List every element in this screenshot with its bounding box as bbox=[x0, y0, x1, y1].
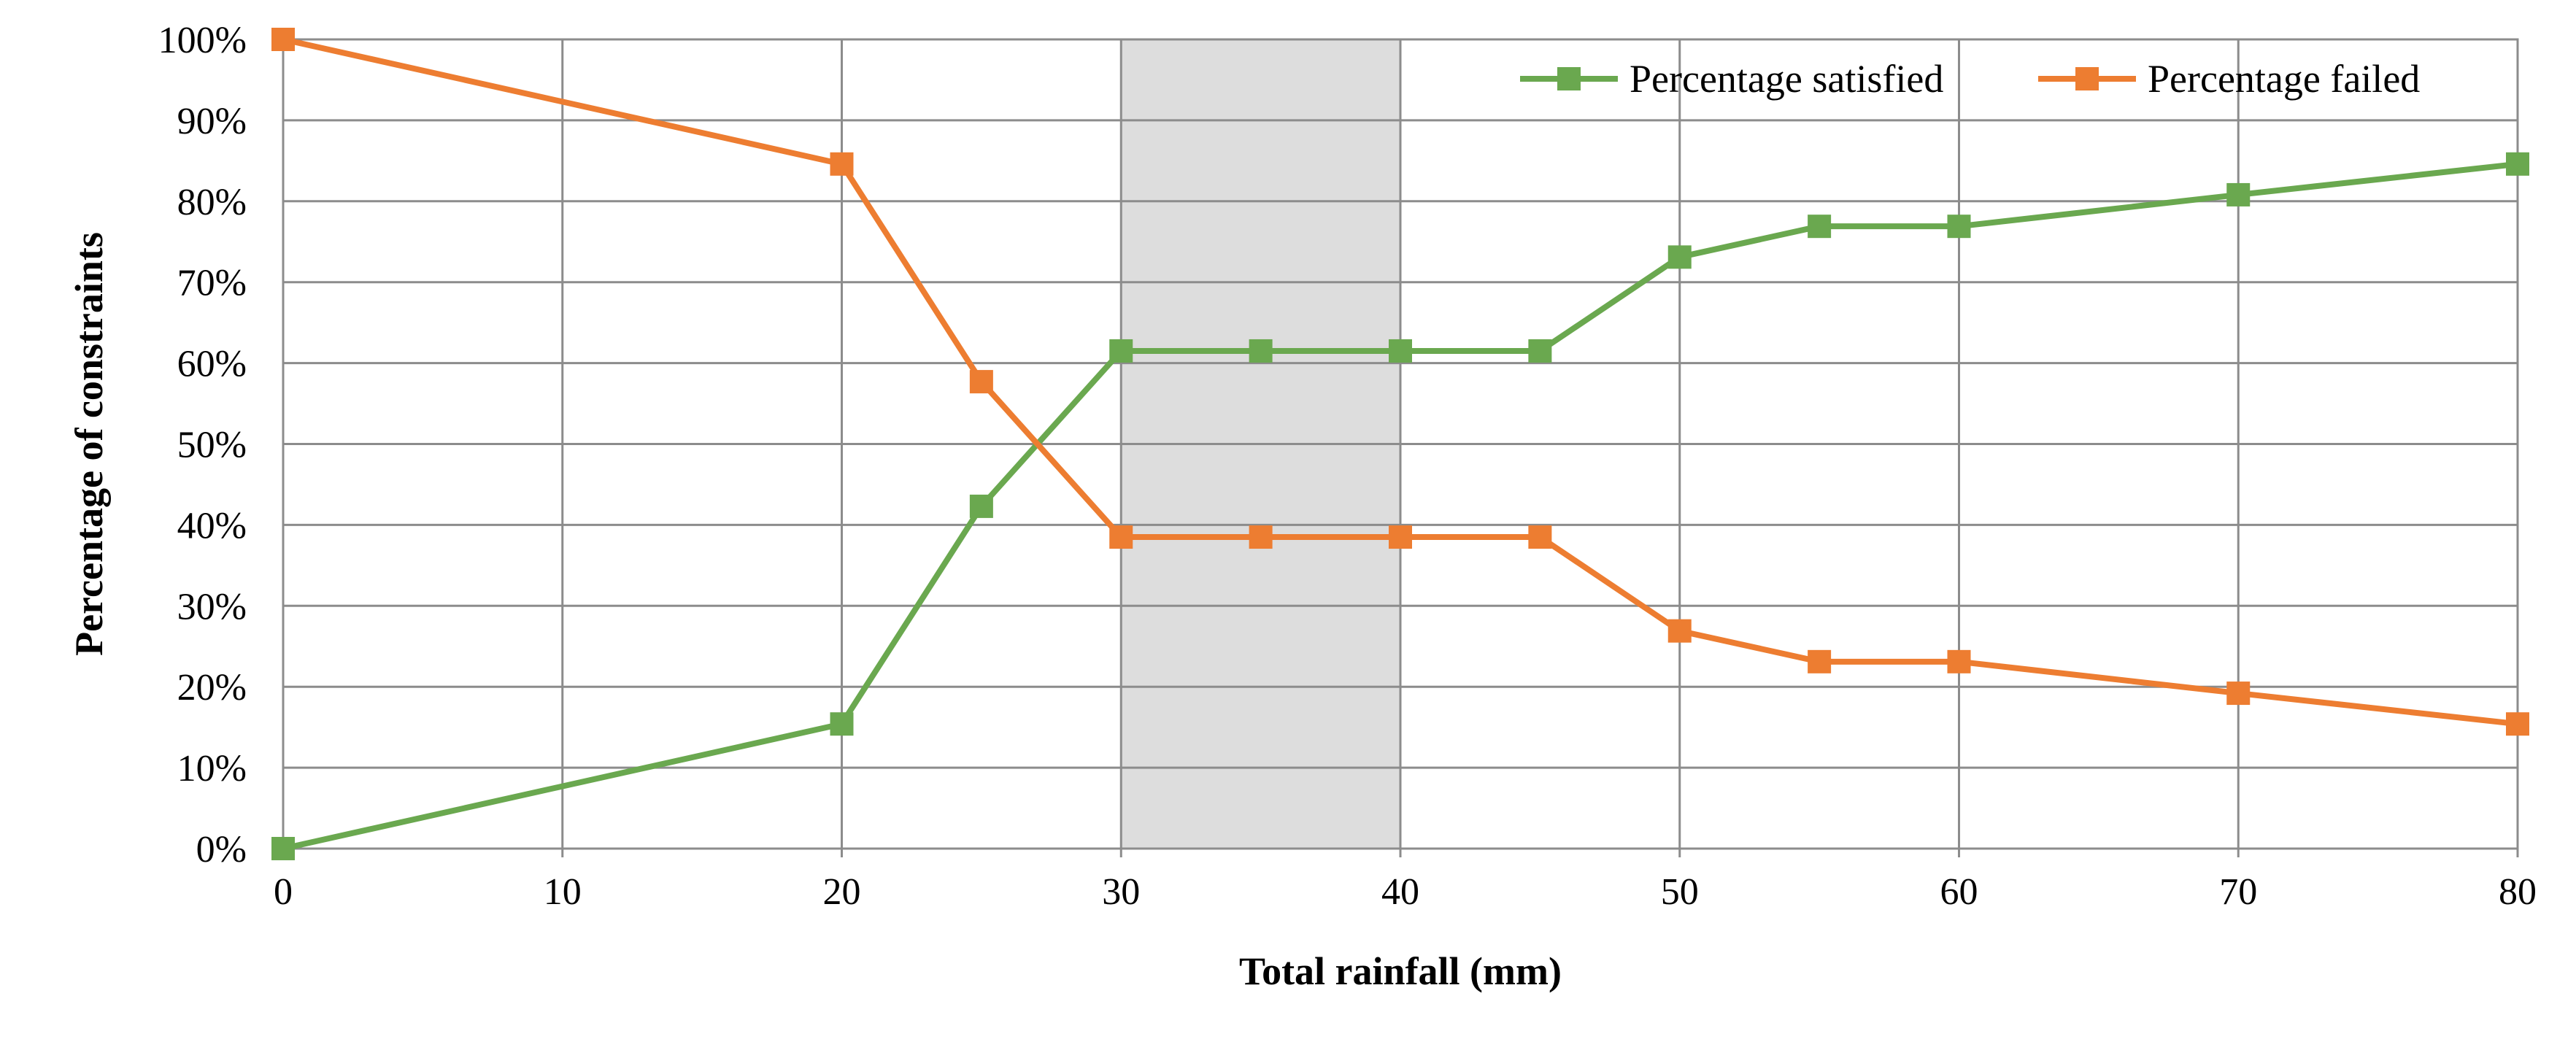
y-tick-label: 10% bbox=[177, 748, 247, 789]
legend-entry-failed: Percentage failed bbox=[2038, 57, 2420, 101]
data-point-marker bbox=[2506, 712, 2529, 736]
data-point-marker bbox=[1249, 525, 1273, 549]
legend: Percentage satisfied Percentage failed bbox=[1520, 57, 2420, 101]
y-axis-tick-labels: 0% 10% 20% 30% 40% 50% 60% 70% 80% 90% 100% bbox=[158, 20, 247, 870]
data-point-marker bbox=[2226, 182, 2251, 206]
y-tick-label: 100% bbox=[158, 20, 247, 61]
x-tick-label: 20 bbox=[823, 871, 861, 913]
data-point-marker bbox=[830, 152, 854, 176]
data-point-marker bbox=[969, 370, 993, 394]
x-tick-label: 70 bbox=[2219, 871, 2257, 913]
data-point-marker bbox=[830, 712, 854, 736]
plot-area-border bbox=[282, 38, 2519, 850]
series-line bbox=[282, 36, 2518, 727]
series-layer bbox=[271, 28, 2529, 860]
data-point-marker bbox=[1109, 339, 1133, 363]
x-tick-label: 60 bbox=[1940, 871, 1978, 913]
x-tick-label: 80 bbox=[2499, 871, 2537, 913]
data-point-marker bbox=[1109, 525, 1133, 549]
y-axis-title: Percentage of constraints bbox=[67, 232, 111, 656]
y-tick-label: 50% bbox=[177, 425, 247, 466]
data-point-marker bbox=[1667, 245, 1692, 269]
legend-label: Percentage satisfied bbox=[1630, 57, 1943, 101]
x-tick-label: 10 bbox=[544, 871, 582, 913]
data-point-marker bbox=[1947, 215, 1971, 239]
y-tick-label: 20% bbox=[177, 667, 247, 708]
data-point-marker bbox=[1389, 339, 1412, 363]
data-point-marker bbox=[271, 28, 295, 51]
y-tick-label: 30% bbox=[177, 586, 247, 628]
y-tick-label: 80% bbox=[177, 182, 247, 223]
x-tick-label: 40 bbox=[1381, 871, 1419, 913]
data-point-marker bbox=[2506, 152, 2529, 176]
legend-entry-satisfied: Percentage satisfied bbox=[1520, 57, 1943, 101]
series-failed bbox=[271, 28, 2529, 736]
legend-marker bbox=[1557, 67, 1581, 90]
data-point-marker bbox=[1389, 525, 1412, 549]
y-tick-label: 70% bbox=[177, 263, 247, 304]
y-tick-label: 60% bbox=[177, 344, 247, 385]
data-point-marker bbox=[271, 837, 295, 860]
legend-label: Percentage failed bbox=[2148, 57, 2420, 101]
data-point-marker bbox=[969, 494, 993, 518]
data-point-marker bbox=[1808, 649, 1832, 673]
data-point-marker bbox=[1667, 619, 1692, 643]
y-tick-label: 0% bbox=[196, 829, 247, 870]
legend-marker bbox=[2075, 67, 2099, 90]
data-point-marker bbox=[1947, 649, 1971, 673]
data-point-marker bbox=[1249, 339, 1273, 363]
x-tick-label: 30 bbox=[1102, 871, 1140, 913]
y-tick-label: 40% bbox=[177, 505, 247, 547]
data-point-marker bbox=[1528, 525, 1552, 549]
x-axis-title: Total rainfall (mm) bbox=[1239, 949, 1562, 993]
y-tick-label: 90% bbox=[177, 101, 247, 142]
series-satisfied bbox=[271, 152, 2529, 860]
series-line bbox=[282, 161, 2518, 852]
x-axis-tick-labels: 0 10 20 30 40 50 60 70 80 bbox=[274, 871, 2537, 913]
data-point-marker bbox=[2226, 681, 2251, 706]
data-point-marker bbox=[1528, 339, 1552, 363]
x-tick-label: 0 bbox=[274, 871, 293, 913]
data-point-marker bbox=[1808, 215, 1832, 239]
x-tick-label: 50 bbox=[1661, 871, 1699, 913]
